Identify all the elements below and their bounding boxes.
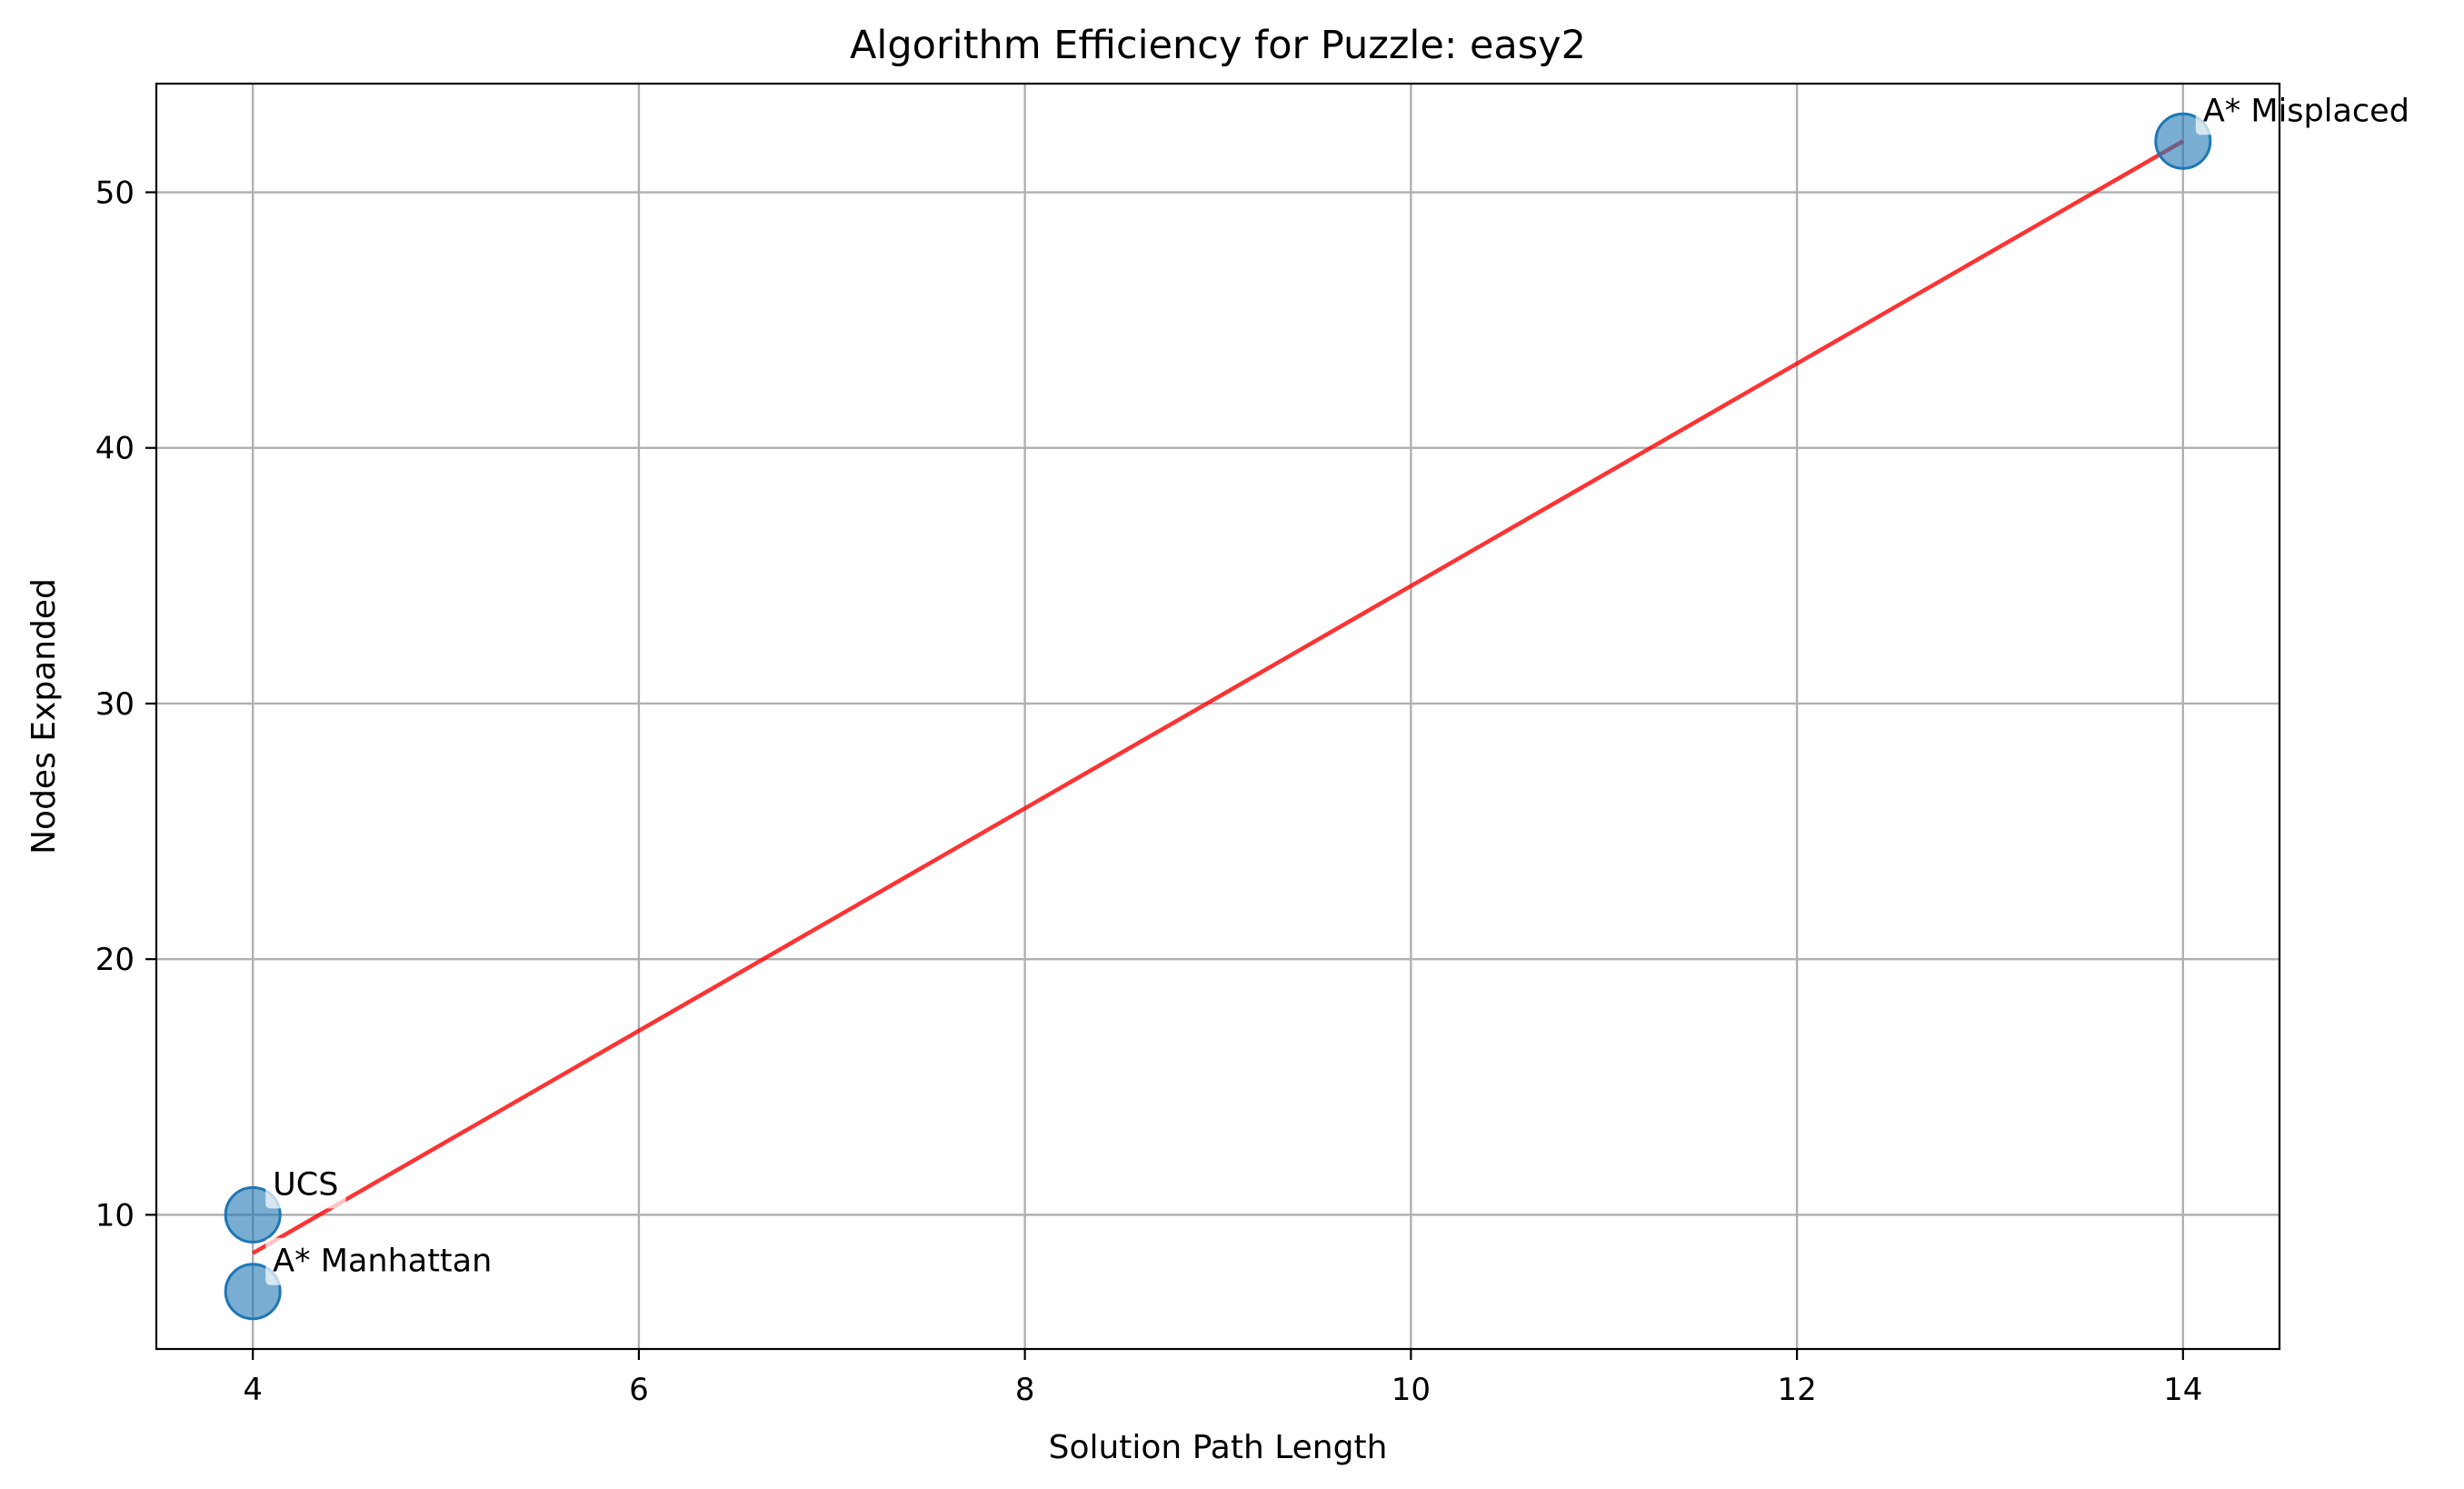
x-tick-label: 10 [1392, 1372, 1431, 1408]
point-annotation: A* Manhattan [273, 1244, 492, 1280]
x-tick-label: 8 [1015, 1372, 1035, 1408]
x-tick-label: 6 [629, 1372, 649, 1408]
x-tick-label: 14 [2163, 1372, 2202, 1408]
y-tick-label: 20 [95, 942, 135, 978]
point-annotation: A* Misplaced [2203, 93, 2409, 129]
trend-line-layer [252, 139, 2184, 1255]
trend-line [252, 139, 2184, 1255]
annotation-box [265, 1237, 500, 1285]
x-axis-label: Solution Path Length [1049, 1429, 1388, 1466]
y-axis-label: Nodes Expanded [25, 578, 63, 854]
point-annotation: UCS [273, 1166, 338, 1203]
y-tick-label: 40 [95, 431, 135, 467]
y-tick-label: 30 [95, 686, 135, 723]
grid-lines [156, 84, 2279, 1349]
annotation-box [265, 1161, 346, 1209]
point-annotations: UCS A* Manhattan A* Misplaced [265, 87, 2417, 1285]
x-tick-label: 4 [243, 1372, 263, 1408]
plot-frame [155, 82, 2281, 1351]
chart-title: Algorithm Efficiency for Puzzle: easy2 [850, 23, 1586, 68]
annotation-box [2195, 87, 2417, 135]
x-tick-label: 12 [1777, 1372, 1816, 1408]
y-tick-label: 10 [95, 1197, 135, 1234]
y-tick-label: 50 [95, 175, 135, 212]
axis-ticks: 4 6 8 10 12 14 10 20 30 40 50 [95, 175, 2203, 1408]
